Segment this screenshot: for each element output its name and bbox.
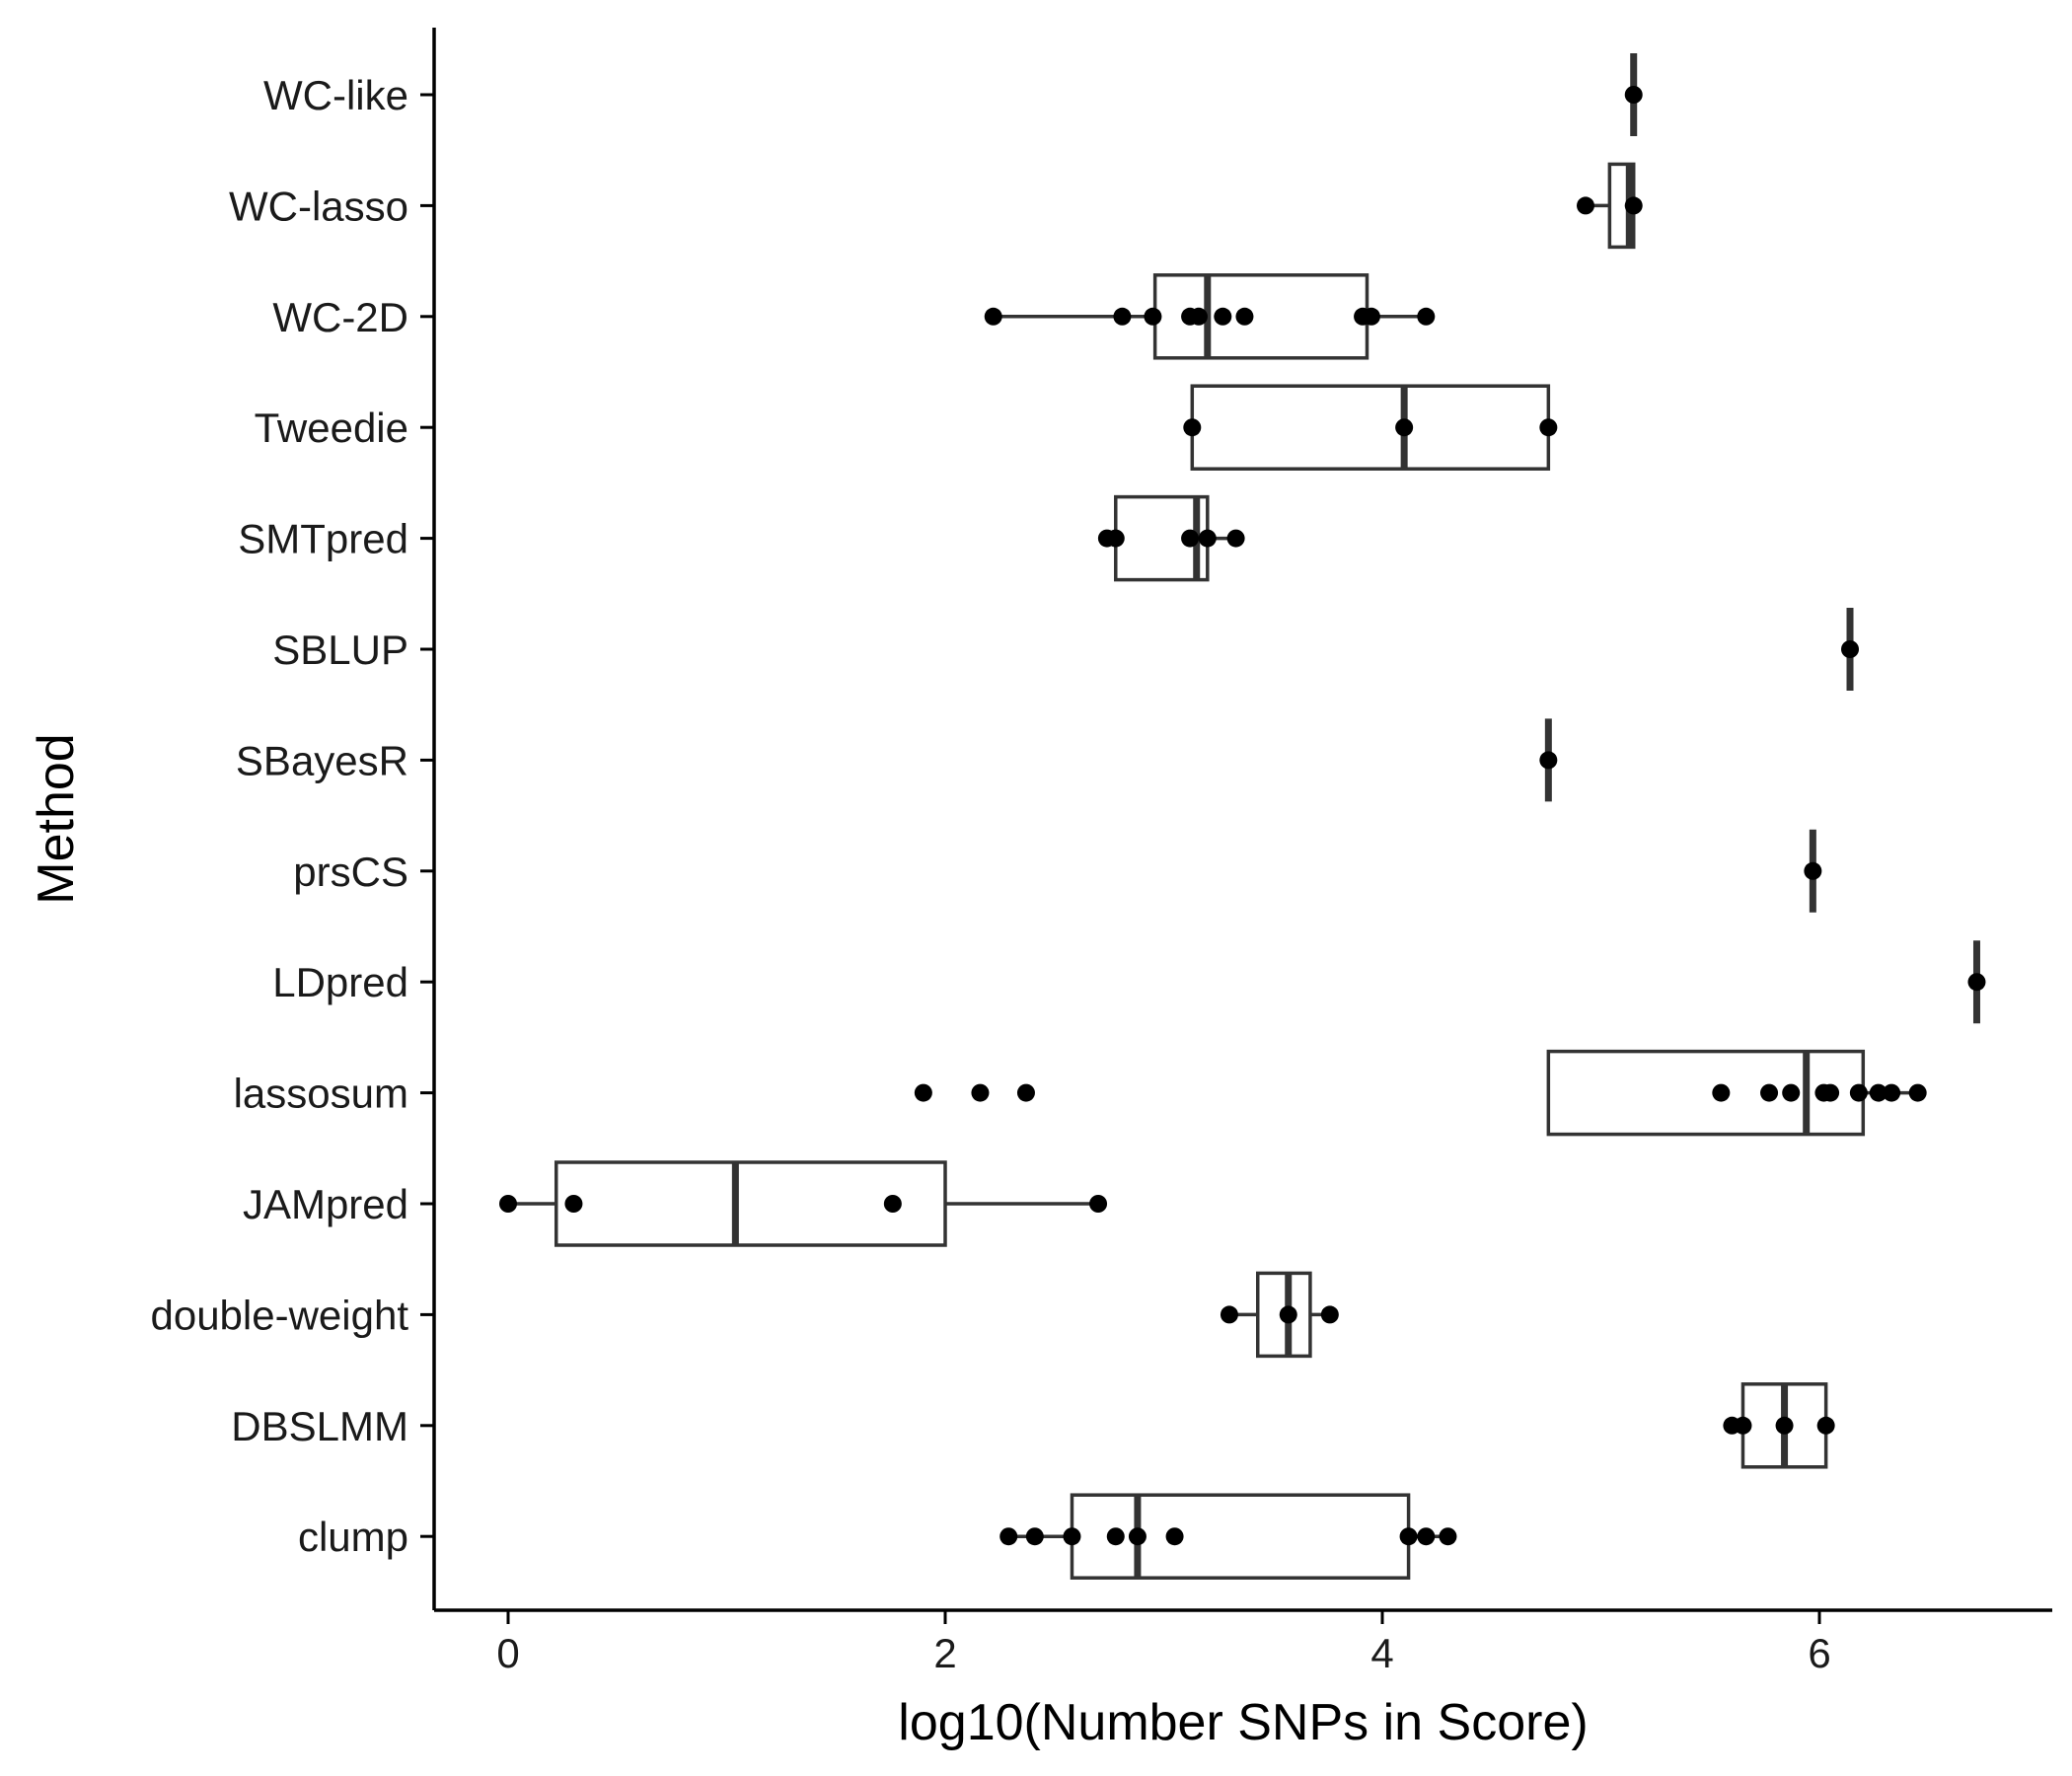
data-point [1025,1527,1044,1546]
y-tick-label: JAMpred [243,1181,408,1227]
data-point [1016,1083,1035,1102]
data-point [1624,86,1643,104]
data-point [1539,418,1558,437]
data-point [1883,1083,1901,1102]
box-group-wc-2d [984,273,1436,360]
data-point [1063,1527,1081,1546]
x-tick-label: 2 [933,1630,956,1676]
data-point [1417,307,1436,326]
data-point [1113,307,1132,326]
data-point [1226,529,1245,548]
box-group-sbayesr [1539,718,1558,802]
data-point [1395,418,1414,437]
box-group-tweedie [1183,384,1558,471]
y-axis-ticks: WC-like WC-lasso WC-2D Tweedie SMTpred SBLUP S… [150,72,434,1560]
box-group-clump [999,1493,1457,1580]
data-point [564,1195,583,1213]
data-point [1320,1305,1339,1324]
y-tick-label: clump [298,1514,408,1560]
x-axis-title: log10(Number SNPs in Score) [898,1694,1588,1751]
box-group-wc-lasso [1576,162,1643,250]
data-point [1089,1195,1108,1213]
data-point [1439,1527,1457,1546]
data-point [1775,1416,1794,1435]
data-point [999,1527,1018,1546]
data-point [1181,529,1200,548]
data-point [1967,973,1986,992]
data-point [1734,1416,1752,1435]
data-point [1235,307,1254,326]
data-point [971,1083,990,1102]
y-tick-label: SBLUP [272,627,408,673]
data-point [1106,1527,1125,1546]
y-tick-label: prsCS [293,849,408,895]
data-point [1279,1305,1297,1324]
data-point [1417,1527,1436,1546]
data-point [1399,1527,1418,1546]
box-group-smtpred [1097,494,1245,582]
plot-marks [499,53,1986,1580]
y-tick-label: Tweedie [255,405,408,451]
y-tick-label: DBSLMM [231,1403,408,1449]
data-point [1198,529,1217,548]
data-point [1576,196,1594,215]
box-group-sblup [1841,608,1860,691]
data-point [1821,1083,1840,1102]
box-group-prscs [1804,829,1822,913]
box-group-wc-like [1624,53,1643,136]
y-axis-title: Method [28,733,85,904]
data-point [1214,307,1232,326]
data-point [1539,751,1558,770]
box-group-ldpred [1967,940,1986,1024]
y-tick-label: double-weight [150,1292,408,1338]
x-tick-label: 0 [496,1630,519,1676]
data-point [1144,307,1162,326]
data-point [1183,418,1202,437]
y-tick-label: SBayesR [236,737,408,783]
box-group-jampred [499,1160,1108,1247]
box-group-double-weight [1220,1271,1339,1359]
data-point [1362,307,1380,326]
y-tick-label: WC-2D [272,294,408,340]
box-iqr [1190,384,1551,471]
data-point [1804,861,1822,880]
data-point [1908,1083,1927,1102]
box-group-dbslmm [1723,1382,1835,1469]
data-point [883,1195,902,1213]
box-iqr [1070,1493,1411,1580]
data-point [1624,196,1643,215]
data-point [1189,307,1208,326]
y-tick-label: lassosum [234,1071,408,1117]
data-point [1760,1083,1779,1102]
data-point [1106,529,1125,548]
data-point [1869,1083,1887,1102]
y-tick-label: WC-like [263,72,408,118]
x-axis-ticks: 0 2 4 6 [496,1610,1831,1676]
data-point [1816,1416,1835,1435]
data-point [1712,1083,1731,1102]
box-iqr [554,1160,947,1247]
axes [432,28,2052,1612]
data-point [1841,640,1860,658]
data-point [914,1083,932,1102]
data-point [1849,1083,1868,1102]
data-point [1782,1083,1801,1102]
y-tick-label: LDpred [272,959,408,1005]
x-tick-label: 4 [1370,1630,1393,1676]
y-tick-label: WC-lasso [229,183,408,229]
y-tick-label: SMTpred [238,516,408,562]
data-point [1165,1527,1184,1546]
data-point [499,1195,517,1213]
box-group-lassosum [914,1049,1927,1137]
data-point [1220,1305,1238,1324]
data-point [984,307,1002,326]
data-point [1128,1527,1147,1546]
x-tick-label: 6 [1808,1630,1830,1676]
